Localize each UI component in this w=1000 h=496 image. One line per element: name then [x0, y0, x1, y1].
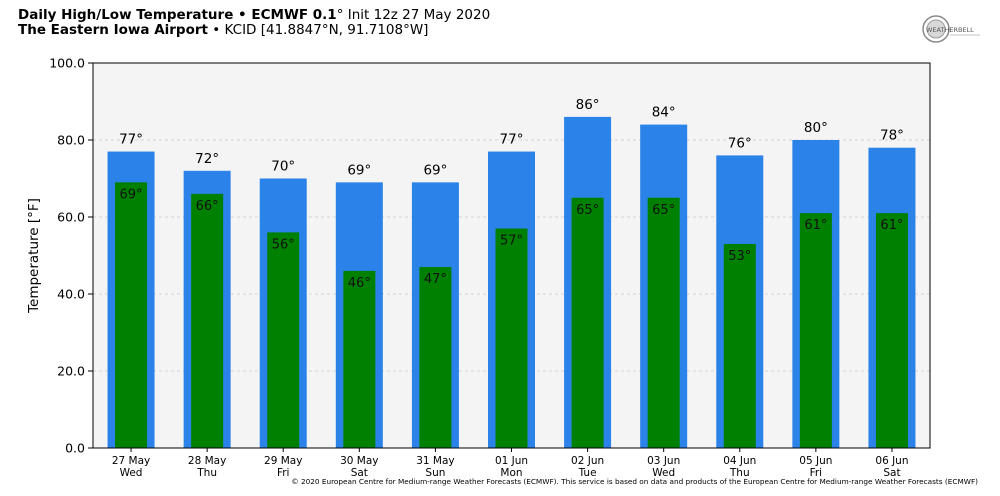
- low-label: 61°: [880, 218, 903, 233]
- low-bar: [723, 243, 756, 448]
- copyright-notice: © 2020 European Centre for Medium-range …: [291, 477, 978, 486]
- high-label: 77°: [500, 132, 524, 148]
- low-label: 66°: [196, 199, 219, 214]
- y-axis-label: Temperature [°F]: [26, 198, 42, 314]
- high-label: 77°: [119, 132, 143, 148]
- x-tick-weekday: Thu: [729, 467, 750, 479]
- low-bar: [495, 228, 528, 448]
- low-bar: [799, 213, 832, 448]
- high-label: 86°: [576, 97, 600, 113]
- high-label: 70°: [271, 159, 295, 175]
- x-tick-label: 29 May: [264, 455, 302, 467]
- low-bar: [571, 197, 604, 448]
- x-tick-label: 27 May: [112, 455, 150, 467]
- high-label: 76°: [728, 135, 752, 151]
- low-label: 69°: [120, 187, 143, 202]
- x-tick-label: 02 Jun: [571, 455, 604, 467]
- high-label: 80°: [804, 120, 828, 136]
- x-tick-label: 31 May: [416, 455, 454, 467]
- weatherbell-logo: WEATHERBELL: [922, 12, 982, 46]
- x-tick-label: 28 May: [188, 455, 226, 467]
- y-tick-label: 60.0: [57, 210, 85, 225]
- high-label: 84°: [652, 105, 676, 121]
- x-tick-weekday: Sat: [883, 467, 900, 479]
- x-tick-weekday: Tue: [578, 467, 597, 479]
- x-tick-label: 01 Jun: [495, 455, 528, 467]
- chart-location: The Eastern Iowa Airport • KCID [41.8847…: [18, 22, 429, 38]
- bar-labels: 77° 69° 72° 66° 70° 56° 69° 46° 69° 47° 77° 57° 86° 6…: [119, 97, 904, 291]
- x-tick-weekday: Sat: [351, 467, 368, 479]
- x-tick-label: 05 Jun: [799, 455, 832, 467]
- low-label: 53°: [728, 249, 751, 264]
- bars: [107, 116, 916, 449]
- x-tick-weekday: Wed: [652, 467, 675, 479]
- x-tick-weekday: Fri: [277, 467, 290, 479]
- low-bar: [267, 232, 300, 448]
- x-tick-label: 06 Jun: [875, 455, 908, 467]
- low-bar: [343, 270, 376, 448]
- grid: [93, 139, 930, 372]
- x-tick-label: 03 Jun: [647, 455, 680, 467]
- logo-text: WEATHERBELL: [926, 26, 974, 34]
- chart-title: Daily High/Low Temperature • ECMWF 0.1° …: [18, 7, 491, 23]
- x-tick-label: 30 May: [340, 455, 378, 467]
- low-label: 46°: [348, 276, 371, 291]
- y-tick-label: 0.0: [65, 441, 85, 456]
- low-bar: [419, 267, 452, 448]
- low-label: 65°: [652, 203, 675, 218]
- chart-title-block: Daily High/Low Temperature • ECMWF 0.1° …: [18, 8, 490, 38]
- low-label: 57°: [500, 234, 523, 249]
- low-label: 65°: [576, 203, 599, 218]
- y-tick-label: 100.0: [49, 56, 85, 71]
- low-label: 61°: [804, 218, 827, 233]
- y-tick-label: 20.0: [57, 364, 85, 379]
- high-label: 69°: [347, 162, 371, 178]
- low-label: 56°: [272, 237, 295, 252]
- x-tick-weekday: Wed: [120, 467, 143, 479]
- low-bar: [115, 182, 148, 448]
- x-tick-label: 04 Jun: [723, 455, 756, 467]
- low-bar: [647, 197, 680, 448]
- low-label: 47°: [424, 272, 447, 287]
- x-tick-weekday: Thu: [196, 467, 217, 479]
- low-bar: [191, 193, 224, 448]
- high-label: 78°: [880, 128, 904, 144]
- high-label: 69°: [423, 162, 447, 178]
- y-tick-label: 80.0: [57, 133, 85, 148]
- x-tick-weekday: Sun: [425, 467, 445, 479]
- x-tick-weekday: Fri: [810, 467, 823, 479]
- high-label: 72°: [195, 151, 219, 167]
- low-bar: [875, 213, 908, 448]
- y-tick-label: 40.0: [57, 287, 85, 302]
- x-tick-weekday: Mon: [500, 467, 522, 479]
